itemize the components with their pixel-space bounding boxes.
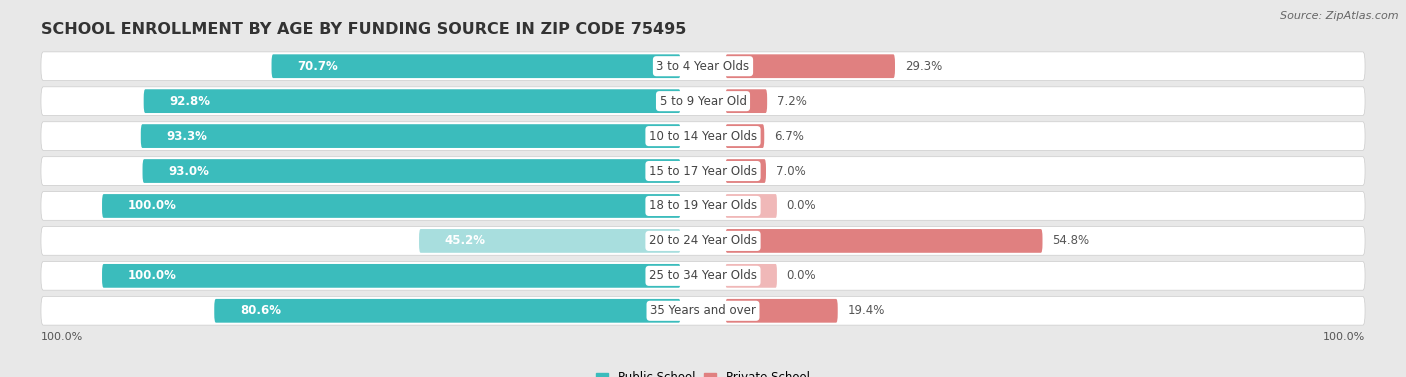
- Text: 93.0%: 93.0%: [169, 164, 209, 178]
- Text: 6.7%: 6.7%: [773, 130, 804, 143]
- Text: 10 to 14 Year Olds: 10 to 14 Year Olds: [650, 130, 756, 143]
- Text: 7.2%: 7.2%: [776, 95, 807, 108]
- FancyBboxPatch shape: [725, 89, 768, 113]
- FancyBboxPatch shape: [41, 87, 1365, 115]
- Text: 25 to 34 Year Olds: 25 to 34 Year Olds: [650, 269, 756, 282]
- Text: 0.0%: 0.0%: [786, 199, 815, 213]
- Text: 80.6%: 80.6%: [240, 304, 281, 317]
- FancyBboxPatch shape: [725, 229, 1042, 253]
- Text: 5 to 9 Year Old: 5 to 9 Year Old: [659, 95, 747, 108]
- Text: 3 to 4 Year Olds: 3 to 4 Year Olds: [657, 60, 749, 73]
- Text: 19.4%: 19.4%: [848, 304, 884, 317]
- Text: 45.2%: 45.2%: [444, 234, 485, 247]
- FancyBboxPatch shape: [41, 52, 1365, 81]
- FancyBboxPatch shape: [141, 124, 681, 148]
- Text: 18 to 19 Year Olds: 18 to 19 Year Olds: [650, 199, 756, 213]
- FancyBboxPatch shape: [103, 264, 681, 288]
- Text: 100.0%: 100.0%: [41, 332, 83, 342]
- Text: 54.8%: 54.8%: [1052, 234, 1090, 247]
- Text: 100.0%: 100.0%: [128, 199, 177, 213]
- FancyBboxPatch shape: [103, 194, 681, 218]
- FancyBboxPatch shape: [214, 299, 681, 323]
- FancyBboxPatch shape: [41, 227, 1365, 255]
- FancyBboxPatch shape: [41, 296, 1365, 325]
- FancyBboxPatch shape: [725, 194, 778, 218]
- Text: 92.8%: 92.8%: [169, 95, 211, 108]
- Text: 15 to 17 Year Olds: 15 to 17 Year Olds: [650, 164, 756, 178]
- FancyBboxPatch shape: [41, 157, 1365, 185]
- FancyBboxPatch shape: [41, 192, 1365, 220]
- Text: 35 Years and over: 35 Years and over: [650, 304, 756, 317]
- Text: SCHOOL ENROLLMENT BY AGE BY FUNDING SOURCE IN ZIP CODE 75495: SCHOOL ENROLLMENT BY AGE BY FUNDING SOUR…: [41, 21, 686, 37]
- FancyBboxPatch shape: [143, 89, 681, 113]
- Text: 7.0%: 7.0%: [776, 164, 806, 178]
- Text: 0.0%: 0.0%: [786, 269, 815, 282]
- FancyBboxPatch shape: [41, 122, 1365, 150]
- Text: Source: ZipAtlas.com: Source: ZipAtlas.com: [1281, 11, 1399, 21]
- FancyBboxPatch shape: [725, 124, 765, 148]
- Text: 100.0%: 100.0%: [1323, 332, 1365, 342]
- FancyBboxPatch shape: [725, 159, 766, 183]
- Text: 93.3%: 93.3%: [166, 130, 207, 143]
- Legend: Public School, Private School: Public School, Private School: [592, 366, 814, 377]
- Text: 100.0%: 100.0%: [128, 269, 177, 282]
- FancyBboxPatch shape: [271, 54, 681, 78]
- FancyBboxPatch shape: [725, 299, 838, 323]
- FancyBboxPatch shape: [725, 264, 778, 288]
- FancyBboxPatch shape: [142, 159, 681, 183]
- Text: 70.7%: 70.7%: [297, 60, 337, 73]
- Text: 20 to 24 Year Olds: 20 to 24 Year Olds: [650, 234, 756, 247]
- FancyBboxPatch shape: [725, 54, 896, 78]
- FancyBboxPatch shape: [41, 262, 1365, 290]
- FancyBboxPatch shape: [419, 229, 681, 253]
- Text: 29.3%: 29.3%: [904, 60, 942, 73]
